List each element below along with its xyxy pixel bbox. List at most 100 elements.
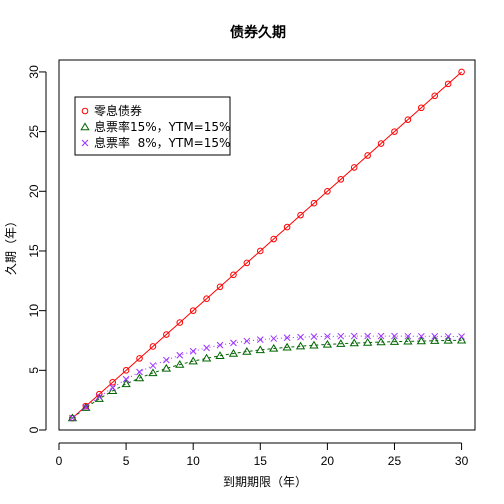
series-1-point: [324, 187, 331, 195]
series-2-point: [134, 373, 145, 382]
legend-label-2: 息票率15%，YTM=15%: [94, 119, 230, 134]
series-3-point-stroke: [324, 333, 331, 340]
series-2-point: [349, 338, 359, 347]
x-tick-label: 0: [56, 454, 63, 468]
legend-label-1: 零息债券: [94, 103, 142, 118]
series-3-point: [122, 375, 130, 383]
series-layer: [67, 68, 467, 422]
series-1-point: [230, 271, 237, 279]
x-axis-label: 到期期限（年）: [223, 475, 307, 489]
series-1-point: [404, 116, 412, 123]
series-2-point: [148, 368, 158, 377]
y-tick-label: 30: [27, 65, 41, 79]
series-1-point: [350, 164, 358, 171]
series-3-point: [377, 332, 385, 340]
series-1-point: [283, 223, 291, 231]
series-1-point: [458, 68, 465, 76]
series-1-point: [270, 235, 278, 243]
series-2-point: [201, 353, 212, 362]
series-2-point: [282, 342, 292, 351]
series-3-point-stroke: [203, 344, 210, 352]
y-tick-label: 20: [27, 184, 41, 198]
series-1-point: [136, 355, 143, 362]
series-3-point-stroke: [230, 339, 237, 347]
series-3-point: [283, 334, 291, 342]
y-tick-label: 5: [27, 367, 41, 374]
series-3-point-stroke: [109, 384, 117, 391]
series-3-point-stroke: [82, 403, 90, 411]
series-2-point: [242, 347, 252, 355]
series-2-point: [336, 339, 346, 347]
y-axis: 0 5 10 15 20 25 30: [27, 65, 47, 433]
chart-title: 债券久期: [230, 24, 286, 41]
series-3-point: [243, 337, 251, 345]
x-tick-label: 15: [254, 454, 268, 468]
series-3-point-stroke: [377, 332, 385, 340]
y-tick-label: 15: [27, 244, 41, 258]
series-3-point: [136, 368, 143, 376]
series-3-point-stroke: [337, 332, 345, 340]
series-3-point-stroke: [69, 414, 76, 422]
series-3-point: [69, 414, 76, 422]
series-1: [69, 68, 465, 422]
series-3-point-stroke: [122, 375, 130, 383]
series-3-point: [82, 403, 90, 411]
series-3-point: [297, 333, 304, 341]
series-3-point: [189, 347, 197, 355]
series-3-point: [324, 333, 331, 340]
series-3-point-stroke: [163, 356, 170, 364]
plot-frame: [58, 59, 476, 431]
series-1-point: [109, 378, 116, 386]
series-3-point-stroke: [404, 332, 412, 340]
series-1-point: [418, 104, 425, 112]
series-1-point: [444, 80, 452, 88]
series-3-point-stroke: [243, 337, 251, 345]
series-3-point: [109, 384, 117, 391]
series-1-point: [337, 176, 345, 183]
series-1-point: [431, 92, 439, 100]
legend-marker-3-stroke: [81, 139, 89, 147]
x-axis: 0 5 10 15 20 25 30: [56, 442, 469, 468]
series-1-point: [377, 140, 385, 147]
x-tick-label: 25: [388, 454, 402, 468]
y-tick-label: 25: [27, 125, 41, 139]
series-3-point: [444, 333, 452, 340]
series-3-line: [72, 335, 462, 419]
series-3-point-stroke: [256, 336, 264, 344]
series-3-point: [256, 336, 264, 344]
series-3-point-stroke: [270, 335, 278, 342]
series-3-point-stroke: [136, 368, 143, 376]
series-3-point: [163, 356, 170, 364]
series-2-point: [188, 356, 198, 365]
series-3-point-stroke: [310, 333, 318, 341]
legend-label-3: 息票率 8%，YTM=15%: [94, 135, 230, 150]
series-1-point: [122, 367, 130, 374]
y-axis-label: 久期（年）: [4, 215, 18, 275]
series-1-point: [176, 319, 184, 326]
series-2: [67, 335, 467, 422]
legend-box: [74, 96, 231, 156]
series-3-point-stroke: [176, 351, 184, 359]
series-3-point-stroke: [364, 332, 371, 340]
series-2-point: [403, 336, 413, 345]
series-3-point: [458, 333, 465, 340]
series-2-point: [228, 348, 239, 357]
series-1-point: [256, 247, 264, 255]
series-2-point: [269, 343, 279, 352]
y-tick-label: 10: [27, 304, 41, 318]
series-1-point: [391, 128, 398, 135]
series-3-point-stroke: [95, 393, 103, 401]
series-1-point: [189, 307, 197, 314]
series-3-point: [364, 332, 371, 340]
series-2-point: [456, 335, 467, 344]
series-2-point: [376, 337, 386, 346]
legend-marker-2: [80, 122, 90, 131]
series-2-point: [443, 335, 453, 344]
series-2-point: [416, 336, 426, 345]
series-2-point: [121, 379, 131, 388]
series-2-point: [295, 341, 306, 350]
series-3-point-stroke: [297, 333, 304, 341]
series-2-point: [309, 340, 319, 349]
series-2-point: [108, 386, 118, 395]
series-2-point: [175, 360, 185, 368]
